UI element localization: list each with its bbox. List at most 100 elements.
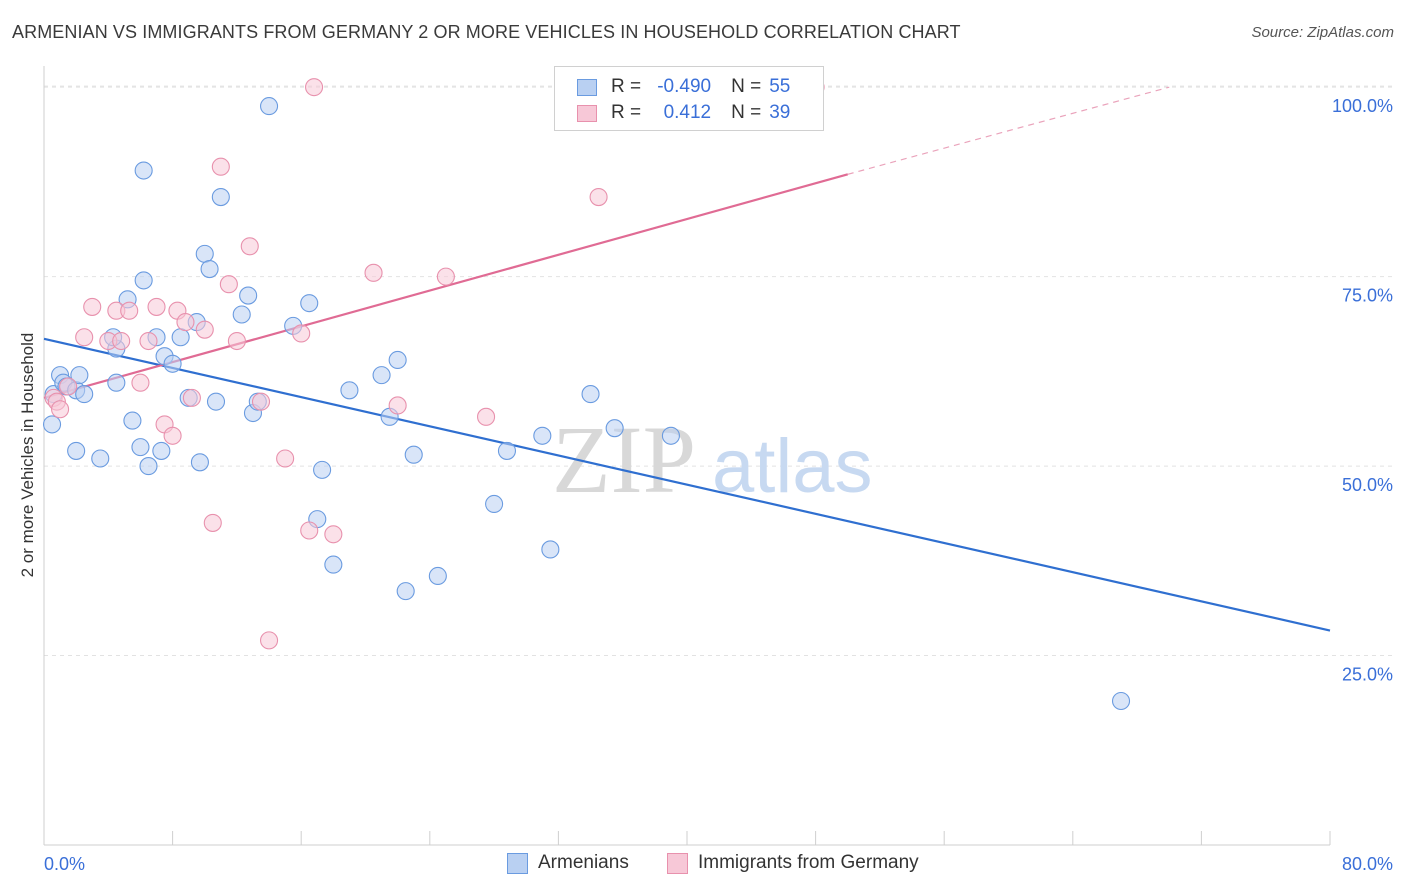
point-germany — [195, 320, 214, 339]
point-armenians — [163, 354, 182, 373]
point-armenians — [171, 328, 190, 347]
watermark-atlas: atlas — [712, 424, 873, 509]
point-germany — [147, 297, 166, 316]
point-germany — [436, 267, 455, 286]
legend-label-germany: Immigrants from Germany — [698, 852, 919, 873]
point-armenians — [75, 385, 94, 404]
point-armenians — [428, 566, 447, 586]
y-tick-label: 100.0% — [1332, 96, 1393, 116]
r-label: R = — [611, 102, 642, 123]
point-armenians — [211, 187, 230, 207]
point-armenians — [190, 453, 209, 472]
point-armenians — [313, 460, 332, 479]
point-armenians — [533, 426, 552, 445]
point-armenians — [123, 411, 142, 430]
trendline-armenians — [43, 337, 1331, 632]
point-germany — [251, 392, 271, 411]
trendlines — [43, 86, 1331, 632]
watermark: ZIP atlas — [552, 406, 873, 513]
point-armenians — [152, 441, 171, 460]
point-armenians — [605, 419, 624, 438]
point-armenians — [206, 392, 226, 411]
data-points — [42, 78, 1131, 711]
point-germany — [83, 297, 102, 316]
trendline-germany-extension — [847, 86, 1170, 175]
point-germany — [75, 328, 94, 347]
point-armenians — [239, 286, 258, 305]
point-armenians — [134, 271, 153, 290]
n-value: 55 — [769, 76, 791, 97]
point-armenians — [134, 161, 153, 180]
point-germany — [182, 388, 201, 407]
point-germany — [112, 331, 131, 351]
point-armenians — [131, 438, 150, 457]
armenians-legend-swatch — [507, 852, 528, 874]
y-axis-label: 2 or more Vehicles in Household — [18, 332, 37, 578]
point-armenians — [195, 244, 214, 263]
armenians-swatch — [577, 78, 597, 96]
point-germany — [51, 400, 70, 419]
point-germany — [477, 407, 496, 426]
point-germany — [163, 426, 182, 445]
x-tick-label: 0.0% — [44, 854, 85, 874]
point-germany — [219, 275, 238, 294]
point-germany — [300, 521, 319, 540]
point-armenians — [91, 449, 110, 468]
point-armenians — [661, 426, 680, 445]
gridlines — [44, 85, 1395, 657]
point-armenians — [388, 350, 407, 370]
tick-labels: 25.0% 50.0% 75.0% 100.0% 0.0% 80.0% — [44, 96, 1393, 874]
point-armenians — [259, 97, 279, 116]
y-tick-label: 25.0% — [1342, 665, 1393, 685]
point-armenians — [139, 457, 158, 476]
chart-title: ARMENIAN VS IMMIGRANTS FROM GERMANY 2 OR… — [12, 22, 961, 42]
legend-item-armenians[interactable]: Armenians — [507, 852, 629, 874]
point-armenians — [200, 259, 219, 279]
point-armenians — [541, 540, 560, 559]
x-tick-label: 80.0% — [1342, 854, 1393, 874]
point-armenians — [300, 294, 319, 313]
point-germany — [324, 525, 343, 544]
point-armenians — [581, 385, 600, 404]
point-germany — [131, 373, 150, 392]
point-germany — [305, 78, 324, 97]
stats-row-germany: R = 0.412 N = 39 — [577, 101, 790, 125]
point-armenians — [497, 441, 517, 460]
point-germany — [292, 324, 311, 343]
point-germany — [203, 513, 222, 532]
n-value: 39 — [769, 102, 791, 123]
point-armenians — [232, 305, 251, 324]
source-label: Source: ZipAtlas.com — [1251, 24, 1394, 41]
r-value: 0.412 — [663, 102, 712, 123]
point-armenians — [42, 415, 62, 434]
y-tick-label: 50.0% — [1342, 475, 1393, 495]
point-germany — [211, 157, 230, 176]
point-armenians — [324, 555, 343, 574]
point-armenians — [1111, 691, 1131, 711]
axes — [43, 66, 1331, 846]
r-label: R = — [611, 76, 642, 97]
point-armenians — [396, 582, 415, 601]
germany-legend-swatch — [667, 852, 688, 874]
n-label: N = — [731, 76, 762, 97]
point-germany — [589, 187, 608, 207]
point-germany — [276, 449, 295, 468]
point-germany — [259, 631, 279, 650]
point-germany — [227, 331, 246, 351]
point-germany — [364, 263, 383, 282]
point-armenians — [70, 366, 89, 385]
point-armenians — [372, 366, 391, 385]
stats-legend: R = -0.490 N = 55 R = 0.412 N = 39 — [554, 66, 824, 131]
point-armenians — [340, 381, 359, 400]
point-germany — [388, 396, 407, 415]
point-germany — [240, 237, 259, 256]
point-germany — [176, 313, 195, 332]
legend-item-germany[interactable]: Immigrants from Germany — [667, 852, 919, 874]
point-germany — [59, 377, 78, 396]
y-tick-label: 75.0% — [1342, 286, 1393, 306]
germany-swatch — [577, 104, 597, 122]
legend-label-armenians: Armenians — [538, 852, 629, 873]
point-germany — [120, 301, 139, 320]
point-armenians — [404, 445, 423, 464]
